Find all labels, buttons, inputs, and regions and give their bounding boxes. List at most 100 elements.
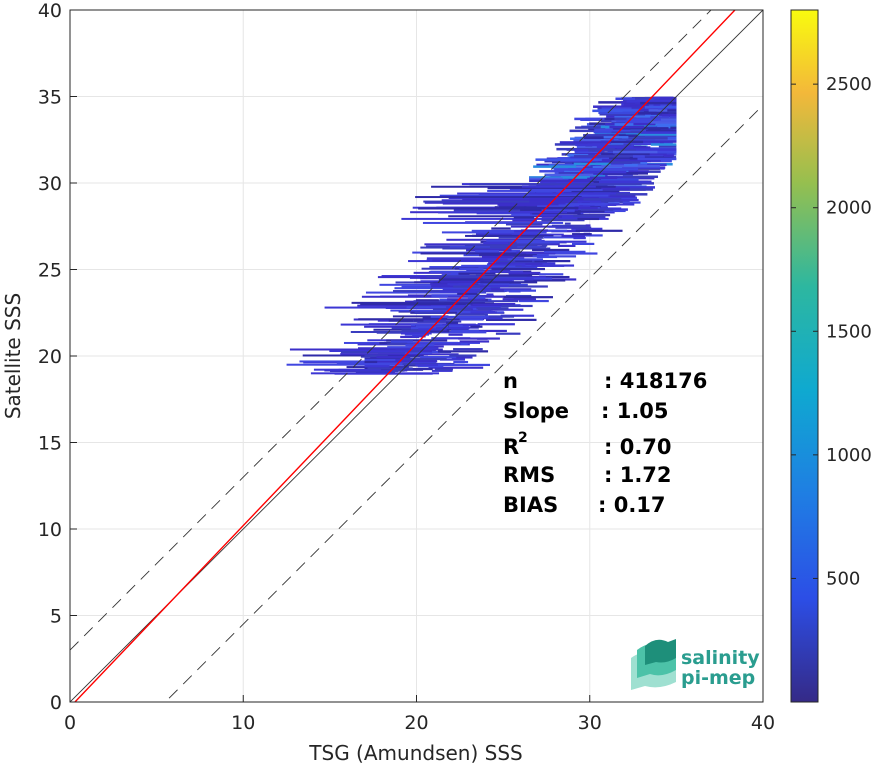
density-cell xyxy=(534,260,571,263)
density-cell xyxy=(583,136,622,139)
density-cell xyxy=(583,198,622,201)
density-cell xyxy=(470,311,497,314)
density-cell xyxy=(551,166,577,170)
y-tick-label: 35 xyxy=(38,87,62,109)
density-cell xyxy=(574,151,605,154)
density-cell xyxy=(650,121,677,124)
density-cell xyxy=(580,208,614,211)
density-cell xyxy=(503,289,537,292)
density-cell xyxy=(520,229,548,232)
density-cell xyxy=(548,252,598,255)
density-cell xyxy=(414,311,449,314)
density-cell xyxy=(392,315,449,318)
density-cell xyxy=(448,215,575,218)
density-cell xyxy=(494,278,534,281)
density-cell xyxy=(609,125,645,129)
y-tick-label: 0 xyxy=(50,692,62,714)
density-cell xyxy=(577,200,605,203)
colorbar-tick-label: 2000 xyxy=(826,198,872,219)
stats-block: n : 418176 Slope : 1.05 R 2 : 0.70 RMS :… xyxy=(503,369,707,517)
density-cell xyxy=(538,214,558,217)
density-cell xyxy=(457,192,617,195)
density-cell xyxy=(401,217,609,220)
y-tick-label: 15 xyxy=(38,433,62,455)
density-cell xyxy=(448,333,463,336)
density-cell xyxy=(358,318,484,321)
density-cell xyxy=(411,347,439,350)
density-cell xyxy=(491,227,511,230)
density-cell xyxy=(431,337,471,340)
density-cell xyxy=(459,317,503,320)
density-cell xyxy=(481,255,513,259)
density-cell xyxy=(458,272,496,275)
density-cell xyxy=(612,150,658,154)
density-cell xyxy=(585,209,626,213)
density-cell xyxy=(573,214,606,218)
density-cell xyxy=(438,363,490,367)
density-cell xyxy=(400,332,432,335)
density-cell xyxy=(473,329,507,333)
density-cell xyxy=(662,113,677,117)
density-cell xyxy=(524,206,579,210)
y-axis-ticks: 0 5 10 15 20 25 30 35 40 xyxy=(38,0,77,714)
density-cell xyxy=(609,161,641,164)
density-cell xyxy=(391,340,413,343)
salinity-pimep-logo: salinity pi-mep xyxy=(631,639,760,690)
density-cell xyxy=(593,105,660,108)
density-cell xyxy=(458,337,500,340)
density-cell xyxy=(404,333,429,336)
density-cell xyxy=(578,234,603,237)
density-cell xyxy=(434,368,453,371)
density-cell xyxy=(365,291,487,294)
x-tick-label: 40 xyxy=(751,712,775,734)
density-cell xyxy=(613,127,669,130)
density-cell xyxy=(495,332,521,335)
density-cell xyxy=(410,327,436,330)
density-cell xyxy=(413,319,424,322)
density-cell xyxy=(598,186,655,189)
density-cell xyxy=(424,201,580,204)
density-cell xyxy=(671,103,677,107)
density-cell xyxy=(488,262,511,265)
density-cell xyxy=(510,225,562,228)
density-cell xyxy=(551,224,590,227)
density-cell xyxy=(622,201,641,204)
density-cell xyxy=(573,162,611,166)
density-cell xyxy=(453,348,483,351)
density-cell xyxy=(376,304,478,307)
density-cell xyxy=(364,354,388,357)
stat-r2-superscript: 2 xyxy=(518,430,528,446)
density-cell xyxy=(529,197,573,200)
density-cell xyxy=(601,107,632,110)
density-cell xyxy=(529,177,563,181)
density-cell xyxy=(626,100,675,103)
stat-rms-label: RMS xyxy=(503,463,555,487)
density-cell xyxy=(421,345,444,348)
density-cell xyxy=(479,254,537,257)
density-cell xyxy=(558,172,639,175)
density-cell xyxy=(571,227,603,230)
density-cell xyxy=(544,250,586,253)
density-cell xyxy=(355,371,395,374)
density-cell xyxy=(490,270,524,273)
density-cell xyxy=(583,170,627,174)
density-cell xyxy=(451,356,473,359)
density-cell xyxy=(406,306,447,309)
stat-rms-value: : 1.72 xyxy=(604,463,672,487)
density-cell xyxy=(475,250,499,253)
logo-mark-icon xyxy=(631,639,676,690)
density-cell xyxy=(441,325,469,328)
density-cell xyxy=(544,173,594,177)
density-cell xyxy=(420,252,541,255)
density-cell xyxy=(400,335,420,339)
density-cell xyxy=(420,356,457,359)
density-cell xyxy=(640,101,677,105)
stat-n-label: n xyxy=(503,369,518,393)
density-cell xyxy=(516,251,556,254)
density-cell xyxy=(535,158,602,161)
stat-slope-label: Slope xyxy=(503,399,569,423)
density-cell xyxy=(513,203,559,206)
density-cell xyxy=(607,129,659,132)
density-cell xyxy=(536,255,558,259)
